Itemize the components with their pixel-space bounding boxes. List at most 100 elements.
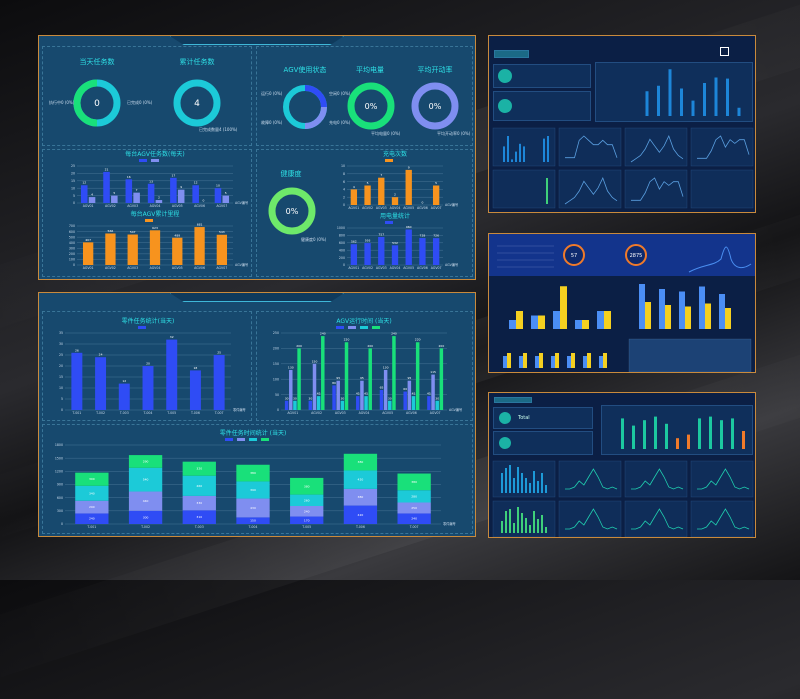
data-label: 681 xyxy=(197,223,203,227)
bar xyxy=(725,308,731,329)
x-tick-label: AGV06 xyxy=(406,411,417,415)
legend-swatch xyxy=(151,159,159,162)
picking-bar xyxy=(742,431,745,449)
mini-bar xyxy=(503,146,505,162)
mini-bar xyxy=(501,521,503,533)
y-tick-label: 10 xyxy=(341,164,345,168)
bar xyxy=(321,336,325,410)
bar xyxy=(392,336,396,410)
legend-swatch xyxy=(385,221,393,224)
health-section xyxy=(256,149,473,277)
bar xyxy=(432,185,440,205)
mini-line xyxy=(565,135,618,159)
right-panel-3-charts xyxy=(492,412,754,537)
bar xyxy=(705,303,711,329)
mini-bar xyxy=(537,519,539,533)
y-tick-label: 25 xyxy=(71,164,75,168)
data-label: 290 xyxy=(143,459,149,463)
bar-segment xyxy=(290,516,324,524)
bar xyxy=(391,245,399,265)
data-label: 115 xyxy=(430,370,436,374)
bar xyxy=(111,195,118,203)
data-label: 45 xyxy=(364,392,368,396)
data-label: 240 xyxy=(320,332,326,336)
mini-bar xyxy=(513,523,515,533)
x-tick-label: AGV06 xyxy=(417,206,428,210)
bar xyxy=(125,179,133,203)
bar xyxy=(560,286,567,329)
x-tick-label: T-001 xyxy=(71,411,81,415)
mini-bar xyxy=(545,485,547,493)
picking-gauge-icon xyxy=(498,69,512,83)
bar xyxy=(149,230,161,265)
picking-bar xyxy=(698,418,701,449)
data-label: 300 xyxy=(89,477,95,481)
parts-task-dashboard: 零件任务统计(当天) 0 5 10 15 20 25 30 35 T-001 26 T-002 24 T-… xyxy=(38,292,476,537)
data-label: 543 xyxy=(219,230,225,234)
capacity-bar xyxy=(645,91,649,116)
bar xyxy=(516,311,523,329)
x-tick-label: T-006 xyxy=(355,525,365,529)
bar xyxy=(503,356,507,368)
data-table xyxy=(628,338,752,372)
fullscreen-icon[interactable] xyxy=(720,47,729,56)
y-tick-label: 0 xyxy=(61,522,63,526)
bar xyxy=(571,353,575,368)
data-label: 130 xyxy=(383,365,389,369)
bar xyxy=(411,396,416,410)
mini-chart-card xyxy=(624,460,688,498)
data-label: 16 xyxy=(127,175,131,179)
data-label: 170 xyxy=(304,518,310,522)
data-label: 5 xyxy=(225,191,227,195)
chart-title: 充电次数 xyxy=(383,150,407,158)
y-tick-label: 0 xyxy=(61,408,63,412)
agv-task-section xyxy=(42,149,252,277)
data-label: 330 xyxy=(196,501,202,505)
data-label: 18 xyxy=(194,366,198,370)
legend-swatch xyxy=(145,219,153,222)
x-tick-label: AGV05 xyxy=(403,266,414,270)
data-label: 20 xyxy=(146,362,150,366)
legend-swatch xyxy=(360,326,368,329)
bar xyxy=(177,189,185,203)
bar xyxy=(378,177,385,205)
avg-battery-label: 平均电量0 (0%) xyxy=(371,131,401,136)
y-tick-label: 900 xyxy=(57,483,63,487)
picking-bar xyxy=(731,418,734,449)
bar-segment xyxy=(128,510,163,524)
bar xyxy=(507,353,511,368)
total-tasks-label: 已完成数量4 (100%) xyxy=(199,127,238,132)
data-label: 380 xyxy=(411,480,417,484)
data-label: 32 xyxy=(170,335,174,339)
charging-count-chart: 充电次数 0 2 4 6 8 10 AGV01 4 AGV02 5 AGV03 7 AGV04 2 AGV05… xyxy=(341,150,458,210)
y-tick-label: 400 xyxy=(69,241,75,245)
x-tick-label: AGV02 xyxy=(105,266,116,270)
x-tick-label: AGV07 xyxy=(430,411,441,415)
agv-status-donut xyxy=(283,85,327,129)
bar xyxy=(216,234,228,265)
x-tick-label: AGV02 xyxy=(105,204,116,208)
picking-bar xyxy=(720,420,723,449)
data-label: 220 xyxy=(415,338,421,342)
bar-segment xyxy=(75,485,109,501)
bar xyxy=(553,311,560,329)
data-label: 60 xyxy=(403,387,407,391)
x-tick-label: T-006 xyxy=(190,411,200,415)
x-tick-label: AGV05 xyxy=(172,204,183,208)
data-label: 2 xyxy=(394,193,396,197)
x-tick-label: T-005 xyxy=(166,411,176,415)
y-tick-label: 35 xyxy=(59,331,63,335)
bar xyxy=(194,227,205,265)
y-tick-label: 200 xyxy=(69,252,75,256)
bar xyxy=(403,391,407,410)
data-label: 220 xyxy=(344,338,350,342)
picking-bar xyxy=(687,434,690,449)
health-title: 健康度 xyxy=(280,170,302,178)
y-tick-label: 600 xyxy=(69,230,75,234)
bar xyxy=(407,380,412,410)
capacity-bar xyxy=(668,69,672,116)
bar xyxy=(659,289,665,329)
bar xyxy=(284,400,289,410)
y-tick-label: 0 xyxy=(343,203,345,207)
y-tick-label: 200 xyxy=(273,347,279,351)
